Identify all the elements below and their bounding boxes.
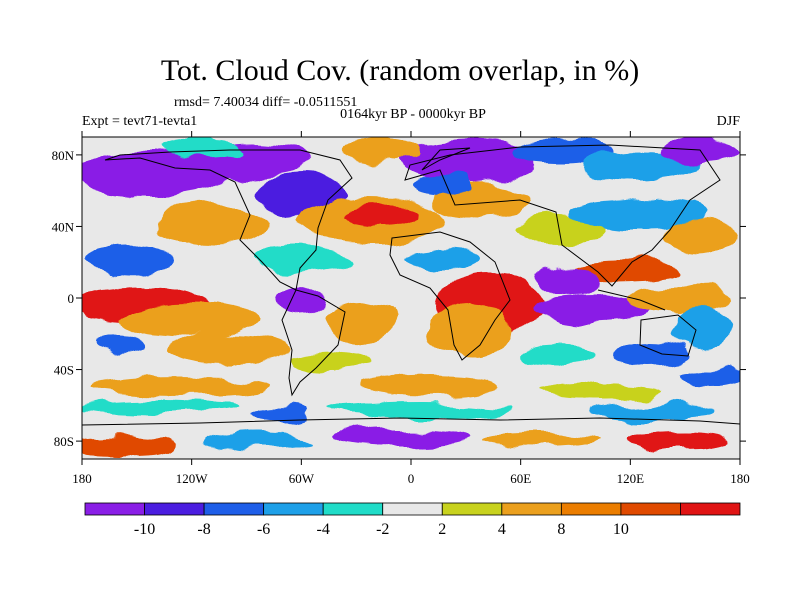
- colorbar-swatch: [620, 502, 681, 516]
- lon-tick-label: 180: [72, 471, 92, 486]
- lon-tick-label: 0: [408, 471, 415, 486]
- lat-tick-label: 80N: [52, 148, 75, 163]
- colorbar-swatch: [263, 502, 324, 516]
- colorbar-swatch: [203, 502, 265, 516]
- lat-tick-label: 80S: [54, 434, 74, 449]
- colorbar-swatch: [322, 502, 384, 516]
- colorbar-label: 8: [557, 521, 565, 538]
- colorbar-swatch: [441, 502, 503, 516]
- colorbar-label: -6: [257, 521, 270, 538]
- colorbar-label: 4: [498, 521, 506, 538]
- colorbar: -10 -8 -6 -4 -2 2 4 8 10: [84, 502, 741, 538]
- season-label: DJF: [716, 114, 740, 129]
- lat-tick-label: 40N: [52, 219, 75, 234]
- colorbar-label: -10: [134, 521, 155, 538]
- lon-tick-label: 60E: [510, 471, 531, 486]
- lon-tick-label: 180: [730, 471, 750, 486]
- colorbar-swatch: [560, 502, 622, 516]
- lat-tick-label: 0: [68, 291, 75, 306]
- latitude-axis: 80N 40N 0 40S 80S: [52, 148, 746, 449]
- experiment-label: Expt = tevt71-tevta1: [82, 114, 198, 129]
- colorbar-label: -4: [317, 521, 330, 538]
- longitude-axis: 180 120W 60W 0 60E 120E 180: [72, 131, 750, 486]
- colorbar-label: -8: [197, 521, 210, 538]
- time-period-label: 0164kyr BP - 0000kyr BP: [340, 107, 486, 122]
- rmsd-diff-stats: rmsd= 7.40034 diff= -0.0511551: [174, 95, 358, 110]
- colorbar-swatch: [144, 502, 205, 516]
- colorbar-swatch: [501, 502, 562, 516]
- lat-tick-label: 40S: [54, 363, 74, 378]
- colorbar-swatch: [84, 502, 145, 516]
- colorbar-swatch: [680, 502, 741, 516]
- colorbar-swatch: [382, 502, 443, 516]
- map-title: Tot. Cloud Cov. (random overlap, in %): [160, 54, 640, 87]
- colorbar-label: 10: [613, 521, 629, 538]
- coastlines: [82, 144, 740, 426]
- colorbar-label: -2: [376, 521, 389, 538]
- colorbar-label: 2: [438, 521, 446, 538]
- lon-tick-label: 120E: [617, 471, 645, 486]
- lon-tick-label: 120W: [176, 471, 209, 486]
- lon-tick-label: 60W: [289, 471, 315, 486]
- cloud-anomaly-field: [82, 137, 740, 459]
